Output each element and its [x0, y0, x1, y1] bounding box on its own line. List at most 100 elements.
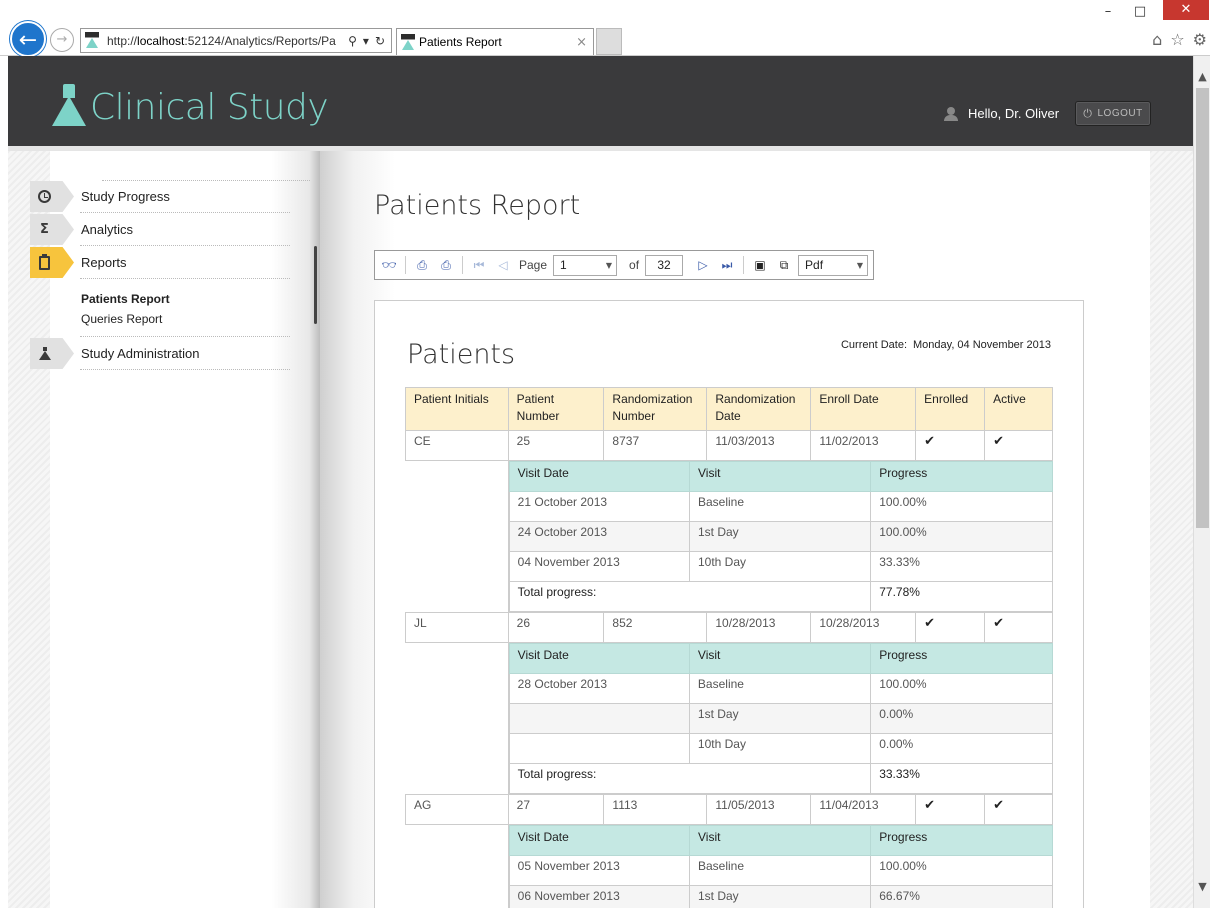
address-url[interactable]: http://localhost:52124/Analytics/Reports… — [107, 34, 342, 48]
url-prefix: http:// — [107, 33, 138, 48]
find-binoculars-icon[interactable]: 👓︎ — [381, 258, 397, 272]
column-header: Randomization Date — [706, 387, 812, 431]
save-icon[interactable]: ▣ — [754, 258, 766, 272]
favorites-star-icon[interactable]: ☆ — [1170, 30, 1185, 49]
maximize-button[interactable]: □ — [1133, 4, 1147, 19]
tab-close-icon[interactable]: × — [576, 34, 587, 50]
browser-chrome: – □ ✕ ← → http://localhost:52124/Analyti… — [0, 0, 1217, 57]
visit-progress: 0.00% — [870, 703, 1053, 734]
visit-row: 10th Day 0.00% — [508, 733, 1053, 764]
export-format-select[interactable]: Pdf ▼ — [798, 254, 869, 276]
sidebar-item-study-progress[interactable]: Study Progress — [30, 180, 290, 213]
site-favicon-icon — [85, 31, 103, 50]
back-arrow-icon: ← — [18, 28, 38, 53]
home-icon[interactable]: ⌂ — [1152, 30, 1163, 49]
visit-name: Baseline — [688, 673, 872, 704]
visit-name: 10th Day — [688, 733, 872, 764]
column-header: Enrolled — [915, 387, 986, 431]
patients-table: Patient Initials Patient Number Randomiz… — [405, 387, 1053, 908]
visit-column-header: Progress — [870, 825, 1053, 856]
power-icon: ⏻ — [1083, 106, 1093, 120]
sidebar-item-analytics[interactable]: Σ Analytics — [30, 213, 290, 246]
visit-column-header: Visit — [688, 825, 872, 856]
reports-subnav: Patients Report Queries Report — [30, 279, 290, 337]
url-rest: :52124/Analytics/Reports/Pa — [184, 33, 336, 48]
export-icon[interactable]: ⧉ — [779, 257, 789, 272]
subnav-item-queries-report[interactable]: Queries Report — [81, 312, 163, 326]
app-header: Clinical Study Hello, Dr. Oliver ⏻ LOGOU… — [8, 56, 1193, 146]
back-button[interactable]: ← — [10, 21, 46, 57]
visit-column-header: Visit Date — [508, 643, 690, 674]
print-page-icon[interactable]: ⎙ — [441, 257, 451, 272]
window-controls: – □ ✕ — [1099, 0, 1209, 22]
subnav-item-patients-report[interactable]: Patients Report — [81, 292, 170, 306]
sidebar-panel — [50, 151, 320, 908]
scroll-up-icon[interactable]: ▲ — [1198, 70, 1207, 83]
chevron-down-icon: ▼ — [856, 260, 864, 270]
url-host: localhost — [137, 33, 185, 48]
page-viewport: Clinical Study Hello, Dr. Oliver ⏻ LOGOU… — [8, 56, 1193, 908]
search-icon[interactable]: ⚲ — [348, 33, 357, 48]
current-date: Current Date: Monday, 04 November 2013 — [835, 339, 1051, 351]
of-label: of — [629, 258, 640, 272]
scrollbar-thumb[interactable] — [1196, 88, 1209, 528]
visit-row: 05 November 2013 Baseline 100.00% — [508, 855, 1053, 886]
visit-column-header: Visit Date — [508, 461, 690, 492]
tab-favicon-icon — [401, 34, 415, 50]
visit-progress: 100.00% — [870, 855, 1053, 886]
enrolled-check-icon: ✔ — [915, 794, 986, 825]
randomization-date: 11/05/2013 — [706, 794, 812, 825]
first-page-icon[interactable]: ⏮ — [473, 257, 485, 272]
visit-row: 21 October 2013 Baseline 100.00% — [508, 491, 1053, 522]
sidebar-item-label: Study Progress — [81, 189, 170, 204]
page-select[interactable]: 1 ▼ — [553, 254, 618, 276]
dropdown-icon[interactable]: ▾ — [362, 33, 369, 48]
visit-row: 06 November 2013 1st Day 66.67% — [508, 885, 1053, 908]
visit-progress: 33.33% — [870, 551, 1053, 582]
forward-button[interactable]: → — [50, 28, 74, 52]
enroll-date: 10/28/2013 — [810, 612, 917, 643]
visit-progress: 66.67% — [870, 885, 1053, 908]
scroll-down-icon[interactable]: ▼ — [1198, 880, 1207, 893]
chevron-down-icon: ▼ — [605, 260, 613, 270]
vertical-scrollbar[interactable]: ▲ ▼ — [1193, 56, 1210, 908]
patient-initials: CE — [405, 430, 509, 461]
current-date-label: Current Date: — [840, 339, 907, 351]
sidebar-item-reports[interactable]: Reports — [30, 246, 290, 279]
report-title: Patients — [407, 339, 516, 370]
new-tab-button[interactable] — [596, 28, 622, 55]
minimize-button[interactable]: – — [1104, 4, 1112, 19]
panel-splitter[interactable] — [314, 246, 317, 324]
visits-table: Visit Date Visit Progress 21 October 201… — [508, 461, 1053, 612]
visit-column-header: Visit — [688, 643, 872, 674]
randomization-number: 8737 — [603, 430, 708, 461]
visits-table: Visit Date Visit Progress 05 November 20… — [508, 825, 1053, 908]
brand-logo[interactable]: Clinical Study — [52, 84, 329, 128]
visit-date: 04 November 2013 — [508, 551, 690, 582]
brand-title: Clinical Study — [90, 87, 329, 128]
column-header: Patient Initials — [405, 387, 509, 431]
visit-progress: 100.00% — [870, 673, 1053, 704]
total-progress-row: Total progress: 77.78% — [508, 581, 1053, 612]
browser-tab[interactable]: Patients Report × — [396, 28, 594, 55]
column-header: Active — [984, 387, 1053, 431]
refresh-icon[interactable]: ↻ — [374, 33, 385, 48]
print-icon[interactable]: ⎙ — [417, 257, 427, 272]
address-bar[interactable]: http://localhost:52124/Analytics/Reports… — [80, 28, 392, 53]
visit-column-header: Progress — [870, 461, 1053, 492]
patient-row: JL 26 852 10/28/2013 10/28/2013 ✔ ✔ — [405, 612, 1053, 643]
visit-column-header: Visit Date — [508, 825, 690, 856]
active-check-icon: ✔ — [984, 794, 1053, 825]
visit-progress: 100.00% — [870, 491, 1053, 522]
prev-page-icon[interactable]: ◁ — [498, 258, 508, 272]
logout-button[interactable]: ⏻ LOGOUT — [1075, 101, 1151, 126]
settings-gear-icon[interactable]: ⚙ — [1192, 30, 1207, 49]
last-page-icon[interactable]: ⏭ — [721, 257, 733, 272]
close-window-button[interactable]: ✕ — [1163, 0, 1209, 20]
sidebar-item-study-administration[interactable]: Study Administration — [30, 337, 290, 370]
visit-date — [508, 733, 690, 764]
forward-arrow-icon: → — [56, 32, 68, 47]
sigma-icon: Σ — [40, 222, 49, 237]
next-page-icon[interactable]: ▷ — [698, 258, 708, 272]
visit-name: 1st Day — [688, 885, 872, 908]
